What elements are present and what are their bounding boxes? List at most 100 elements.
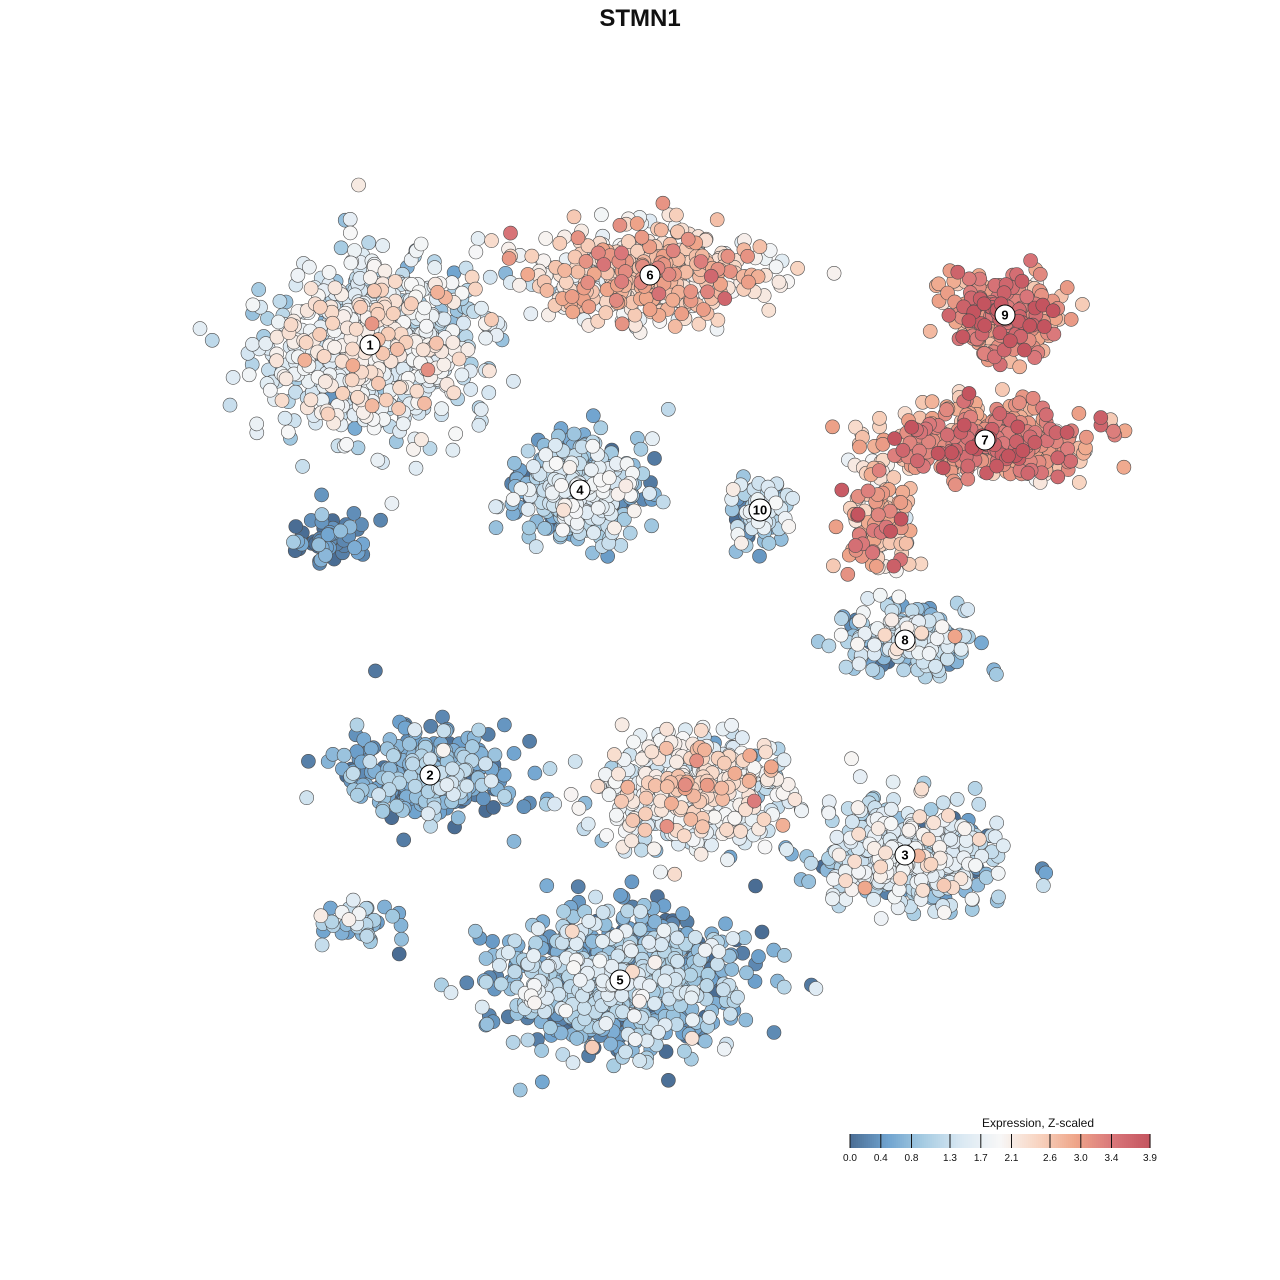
data-point [754, 924, 770, 940]
data-point [872, 587, 888, 603]
data-point [898, 535, 914, 551]
data-point [716, 1041, 732, 1057]
data-point [482, 269, 498, 285]
data-point [683, 812, 699, 827]
data-point [468, 923, 483, 939]
data-point [878, 845, 893, 861]
data-point [683, 284, 699, 299]
data-point [572, 972, 588, 988]
data-point [542, 1020, 558, 1035]
data-point [647, 451, 662, 466]
data-point [850, 800, 866, 816]
data-point [926, 815, 942, 831]
data-point [697, 1033, 713, 1049]
data-point [934, 619, 950, 635]
data-point [348, 321, 364, 337]
data-point [371, 376, 386, 391]
data-point [724, 962, 740, 977]
data-point [851, 656, 867, 672]
data-point [280, 424, 296, 440]
data-point [775, 817, 791, 833]
data-point [667, 319, 683, 334]
data-point [427, 260, 443, 275]
data-point [290, 267, 306, 283]
data-point [921, 646, 937, 661]
data-point [949, 791, 965, 807]
data-point [249, 416, 265, 432]
data-point [344, 372, 360, 388]
data-point [724, 717, 739, 733]
data-point [669, 930, 685, 946]
data-point [506, 373, 521, 389]
data-point [351, 177, 366, 193]
data-point [654, 937, 669, 952]
data-point [566, 209, 582, 225]
data-point [443, 985, 459, 1000]
data-point [677, 777, 693, 793]
data-point [689, 753, 705, 769]
data-point [834, 611, 849, 626]
data-point [758, 744, 774, 760]
data-point [656, 923, 672, 938]
data-point [313, 908, 329, 924]
data-point [838, 659, 854, 675]
data-point [670, 953, 685, 969]
data-point [960, 471, 976, 487]
data-point [492, 958, 507, 973]
data-point [473, 402, 489, 417]
data-point [588, 889, 603, 905]
data-point [346, 506, 362, 521]
data-point [364, 398, 380, 414]
data-point [607, 520, 622, 536]
data-point [488, 499, 504, 515]
data-point [271, 314, 286, 330]
data-point [539, 878, 555, 894]
data-point [364, 316, 380, 332]
data-point [734, 535, 749, 551]
data-point [885, 774, 901, 790]
data-point [1036, 878, 1051, 893]
data-point [631, 993, 647, 1009]
data-point [395, 416, 411, 432]
data-point [524, 248, 540, 264]
data-point [638, 790, 654, 806]
data-point [626, 734, 641, 750]
data-point [429, 335, 444, 351]
data-point [333, 523, 348, 539]
data-point [968, 858, 983, 873]
data-point [479, 1016, 495, 1032]
data-point [564, 923, 580, 939]
data-point [526, 948, 542, 964]
data-point [1079, 429, 1094, 445]
data-point [860, 591, 876, 606]
data-point [626, 1008, 642, 1024]
data-point [739, 965, 754, 981]
data-point [342, 212, 358, 227]
data-point [451, 351, 467, 367]
data-point [884, 612, 900, 628]
data-point [522, 733, 537, 749]
data-point [803, 855, 819, 871]
data-point [316, 349, 332, 364]
data-point [711, 944, 727, 959]
data-point [571, 800, 587, 816]
data-point [506, 746, 522, 761]
data-point [468, 281, 483, 297]
data-point [685, 1012, 700, 1028]
data-point [568, 936, 584, 952]
data-point [516, 799, 532, 815]
data-point [359, 928, 375, 944]
data-point [414, 432, 429, 447]
chart-title: STMN1 [599, 5, 680, 32]
data-point [867, 637, 882, 653]
data-point [413, 236, 429, 252]
data-point [301, 753, 316, 769]
data-point [299, 790, 315, 806]
data-point [345, 341, 360, 357]
data-point [350, 389, 366, 405]
data-point [523, 306, 539, 322]
data-point [478, 974, 494, 990]
data-point [624, 833, 639, 849]
data-point [493, 976, 509, 992]
data-point [947, 629, 963, 644]
